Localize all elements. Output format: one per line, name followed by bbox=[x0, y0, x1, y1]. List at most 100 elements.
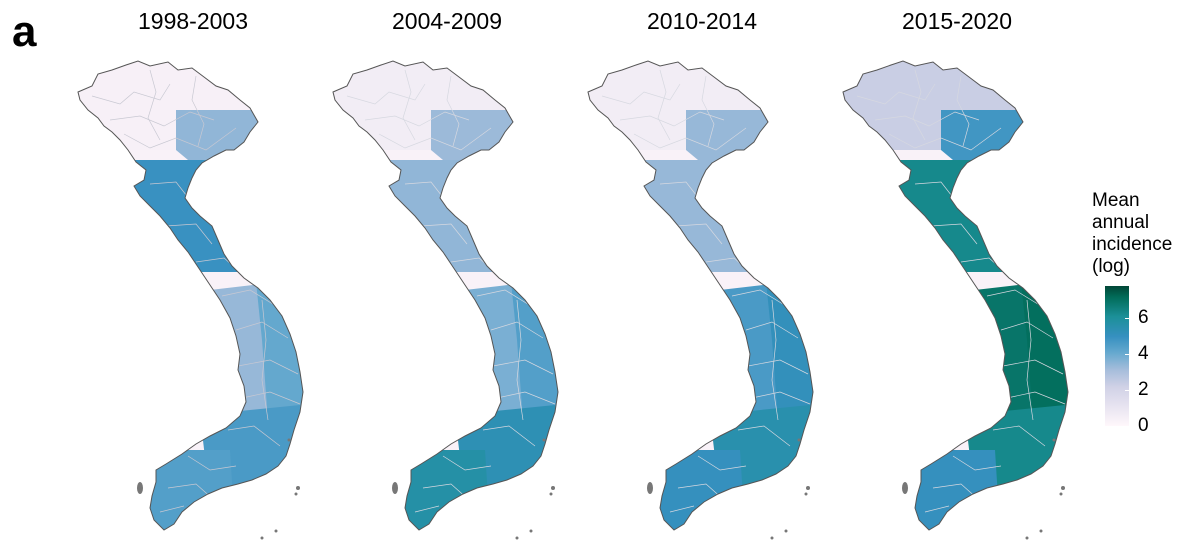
legend-title-line: (log) bbox=[1092, 256, 1131, 277]
province-boundary bbox=[221, 289, 277, 307]
province-boundary bbox=[697, 455, 747, 471]
province-boundary bbox=[912, 69, 926, 141]
legend-title-line: incidence bbox=[1092, 234, 1173, 255]
country-outline bbox=[587, 60, 814, 531]
province-boundary bbox=[669, 505, 695, 513]
island bbox=[260, 536, 264, 540]
island bbox=[296, 486, 300, 490]
province-boundary bbox=[956, 75, 970, 147]
province-boundary bbox=[924, 505, 950, 513]
province-boundary bbox=[659, 181, 701, 201]
province-boundary bbox=[378, 127, 492, 151]
island bbox=[1052, 438, 1056, 442]
region-south-central-coast bbox=[255, 272, 303, 448]
province-boundary bbox=[1006, 391, 1066, 405]
region-north-central-coast bbox=[630, 160, 760, 272]
province-boundary bbox=[123, 127, 237, 151]
province-boundary bbox=[1026, 299, 1034, 421]
map-1998-2003 bbox=[77, 60, 304, 540]
region-south-central-coast bbox=[1020, 272, 1068, 448]
island bbox=[542, 438, 546, 442]
panel-letter: a bbox=[12, 7, 37, 56]
province-boundary bbox=[601, 83, 681, 105]
island bbox=[902, 482, 908, 494]
province-boundary bbox=[187, 455, 237, 471]
region-north-central-coast bbox=[120, 160, 250, 272]
island bbox=[551, 486, 555, 490]
legend-color-bar bbox=[1105, 286, 1129, 426]
island bbox=[797, 438, 801, 442]
period-title-2004-2009: 2004-2009 bbox=[392, 8, 502, 34]
province-boundary bbox=[414, 505, 440, 513]
province-boundary bbox=[446, 75, 460, 147]
province-boundary bbox=[619, 111, 725, 127]
province-boundary bbox=[442, 455, 492, 471]
province-boundary bbox=[482, 425, 536, 447]
region-south-central-coast bbox=[765, 272, 813, 448]
country-outline bbox=[332, 60, 559, 531]
province-boundary bbox=[745, 321, 799, 339]
province-boundary bbox=[952, 455, 1002, 471]
province-boundary bbox=[751, 391, 811, 405]
island bbox=[392, 482, 398, 494]
province-boundary bbox=[490, 321, 544, 339]
region-north-central-coast bbox=[885, 160, 1015, 272]
island bbox=[529, 529, 533, 533]
map-2004-2009 bbox=[332, 60, 559, 540]
province-boundary bbox=[237, 359, 299, 375]
island bbox=[784, 529, 788, 533]
island bbox=[137, 482, 143, 494]
province-boundary bbox=[492, 359, 554, 375]
province-boundary bbox=[109, 111, 215, 127]
province-boundary bbox=[930, 223, 978, 245]
region-south-central-coast bbox=[510, 272, 558, 448]
province-boundary bbox=[364, 111, 470, 127]
legend-tick-label: 2 bbox=[1138, 379, 1149, 401]
province-boundary bbox=[675, 223, 723, 245]
legend-tick-mark bbox=[1125, 317, 1130, 319]
island bbox=[274, 529, 278, 533]
province-boundary bbox=[235, 321, 289, 339]
province-boundary bbox=[476, 289, 532, 307]
province-boundary bbox=[737, 425, 791, 447]
island bbox=[1039, 529, 1043, 533]
legend-tick-mark bbox=[1125, 425, 1130, 427]
province-boundary bbox=[874, 111, 980, 127]
legend-title-line: annual bbox=[1092, 212, 1150, 233]
province-boundary bbox=[1000, 321, 1054, 339]
province-boundary bbox=[165, 223, 213, 245]
province-boundary bbox=[402, 69, 416, 141]
island bbox=[647, 482, 653, 494]
legend-tick-label: 4 bbox=[1138, 343, 1149, 365]
province-boundary bbox=[149, 181, 191, 201]
country-outline bbox=[842, 60, 1069, 531]
province-boundary bbox=[701, 75, 715, 147]
province-boundary bbox=[227, 425, 281, 447]
province-boundary bbox=[241, 391, 301, 405]
island bbox=[804, 492, 808, 496]
legend-tick-label: 0 bbox=[1138, 415, 1149, 436]
island bbox=[287, 438, 291, 442]
province-boundary bbox=[992, 425, 1046, 447]
province-boundary bbox=[91, 83, 171, 105]
province-boundary bbox=[731, 289, 787, 307]
legend-title-line: Mean bbox=[1092, 190, 1140, 211]
province-boundary bbox=[747, 359, 809, 375]
period-title-2015-2020: 2015-2020 bbox=[902, 8, 1012, 34]
province-boundary bbox=[496, 391, 556, 405]
province-boundary bbox=[420, 223, 468, 245]
province-boundary bbox=[261, 299, 269, 421]
island bbox=[515, 536, 519, 540]
map-2015-2020 bbox=[842, 60, 1069, 540]
region-mekong-delta bbox=[130, 450, 236, 530]
region-mekong-delta bbox=[385, 450, 491, 530]
province-boundary bbox=[404, 181, 446, 201]
province-boundary bbox=[986, 289, 1042, 307]
map-2010-2014 bbox=[587, 60, 814, 540]
legend-title: Mean annual incidence (log) bbox=[1092, 190, 1172, 278]
province-boundary bbox=[856, 83, 936, 105]
province-boundary bbox=[633, 127, 747, 151]
region-mekong-delta bbox=[895, 450, 1001, 530]
period-title-1998-2003: 1998-2003 bbox=[138, 8, 248, 34]
island bbox=[1059, 492, 1063, 496]
